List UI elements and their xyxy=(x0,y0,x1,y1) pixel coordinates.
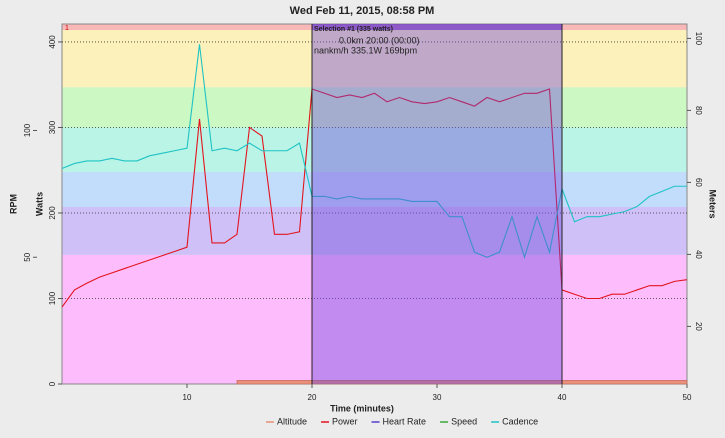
rpm-tick-label: 100 xyxy=(23,123,32,137)
y-tick-label: 300 xyxy=(48,120,57,134)
legend-label: Heart Rate xyxy=(383,416,427,426)
y2-tick-label: 40 xyxy=(694,250,703,259)
altitude-area xyxy=(236,380,688,385)
series-line xyxy=(61,44,687,260)
selection-area xyxy=(312,24,562,384)
x-tick-label: 50 xyxy=(683,393,692,402)
x-tick-label: 10 xyxy=(183,393,192,402)
power-zone xyxy=(62,29,687,88)
x-tick-label: 20 xyxy=(308,393,317,402)
selection-info: nankm/h 335.1W 169bpm xyxy=(314,45,417,55)
legend: Altitude Power Heart Rate Speed Cadence xyxy=(266,416,538,426)
legend-label: Speed xyxy=(451,416,477,426)
legend-label: Cadence xyxy=(502,416,538,426)
selection-label: Selection #1 (335 watts) xyxy=(314,26,393,33)
power-zone xyxy=(62,254,687,384)
power-zone xyxy=(62,206,687,255)
legend-label: Altitude xyxy=(277,416,307,426)
x-axis-label: Time (minutes) xyxy=(330,403,394,413)
selection-info: 0.0km 20:00 (00:00) xyxy=(339,35,420,45)
legend-label: Power xyxy=(332,416,358,426)
y-tick-label: 400 xyxy=(48,35,57,49)
rpm-tick-label: 50 xyxy=(23,252,32,261)
x-tick-label: 40 xyxy=(558,393,567,402)
power-zone xyxy=(62,87,687,128)
series-line xyxy=(61,88,688,308)
rpm-axis-label: RPM xyxy=(8,194,18,214)
y2-tick-label: 60 xyxy=(694,178,703,187)
y2-tick-label: 100 xyxy=(694,32,703,46)
chart-title: Wed Feb 11, 2015, 08:58 PM xyxy=(290,5,435,17)
y2-tick-label: 80 xyxy=(694,106,703,115)
y2-tick-label: 20 xyxy=(694,322,703,331)
selection-header xyxy=(312,24,562,30)
y-axis-label: Watts xyxy=(34,192,44,216)
y2-axis-label: Meters xyxy=(708,189,718,218)
power-zone xyxy=(62,171,687,207)
x-tick-label: 30 xyxy=(433,393,442,402)
zone-label: 1 xyxy=(65,25,69,32)
power-zone xyxy=(62,127,687,172)
y-tick-label: 100 xyxy=(48,291,57,305)
y-tick-label: 0 xyxy=(48,381,57,386)
y-tick-label: 200 xyxy=(48,206,57,220)
